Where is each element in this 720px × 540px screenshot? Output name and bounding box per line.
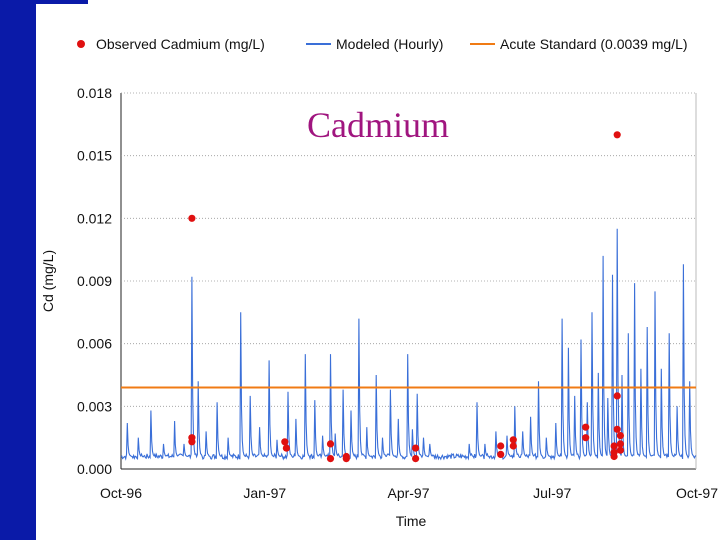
observed-point — [582, 434, 590, 442]
y-axis-title: Cd (mg/L) — [40, 250, 56, 312]
observed-point — [412, 455, 420, 463]
x-tick-label: Apr-97 — [387, 485, 429, 501]
observed-point — [326, 440, 335, 448]
observed-point — [613, 392, 621, 400]
y-tick-labels: 0.000 0.003 0.006 0.009 0.012 0.015 0.018 — [77, 85, 112, 477]
observed-point — [188, 214, 196, 222]
y-tick-label: 0.000 — [77, 461, 112, 477]
legend-label-modeled: Modeled (Hourly) — [336, 36, 443, 52]
observed-point — [281, 438, 289, 446]
y-tick-label: 0.018 — [77, 85, 112, 101]
slide-left-strip — [0, 0, 36, 540]
observed-point — [616, 432, 625, 440]
x-tick-label: Oct-96 — [100, 485, 142, 501]
modeled-line — [120, 228, 697, 461]
observed-point — [326, 455, 335, 463]
legend: Observed Cadmium (mg/L) Modeled (Hourly)… — [77, 36, 688, 52]
legend-label-standard: Acute Standard (0.0039 mg/L) — [500, 36, 688, 52]
observed-point — [497, 442, 505, 450]
observed-point — [412, 444, 420, 452]
x-tick-labels: Oct-96 Jan-97 Apr-97 Jul-97 Oct-97 — [100, 485, 718, 501]
observed-point — [616, 440, 625, 448]
observed-point — [342, 455, 350, 463]
observed-point — [282, 444, 290, 452]
observed-point — [497, 450, 505, 458]
slide-top-strip — [36, 0, 88, 4]
y-tick-label: 0.015 — [77, 148, 112, 164]
observed-point — [616, 446, 625, 454]
x-tick-label: Oct-97 — [676, 485, 718, 501]
observed-point — [613, 425, 621, 433]
observed-series — [188, 131, 625, 463]
y-tick-label: 0.006 — [77, 336, 112, 352]
modeled-series — [120, 228, 697, 461]
y-tick-label: 0.009 — [77, 273, 112, 289]
observed-point — [610, 442, 618, 450]
y-tick-label: 0.012 — [77, 210, 112, 226]
observed-point — [509, 442, 517, 450]
x-tick-label: Jan-97 — [243, 485, 286, 501]
x-axis-title: Time — [396, 513, 427, 529]
x-tick-label: Jul-97 — [533, 485, 571, 501]
legend-label-observed: Observed Cadmium (mg/L) — [96, 36, 265, 52]
observed-point — [509, 436, 517, 444]
observed-point — [610, 452, 618, 461]
legend-marker-observed — [77, 40, 85, 48]
slide-title: Cadmium — [307, 105, 449, 145]
observed-point — [582, 423, 590, 431]
y-tick-label: 0.003 — [77, 398, 112, 414]
observed-point — [188, 438, 196, 446]
observed-point — [613, 131, 621, 139]
